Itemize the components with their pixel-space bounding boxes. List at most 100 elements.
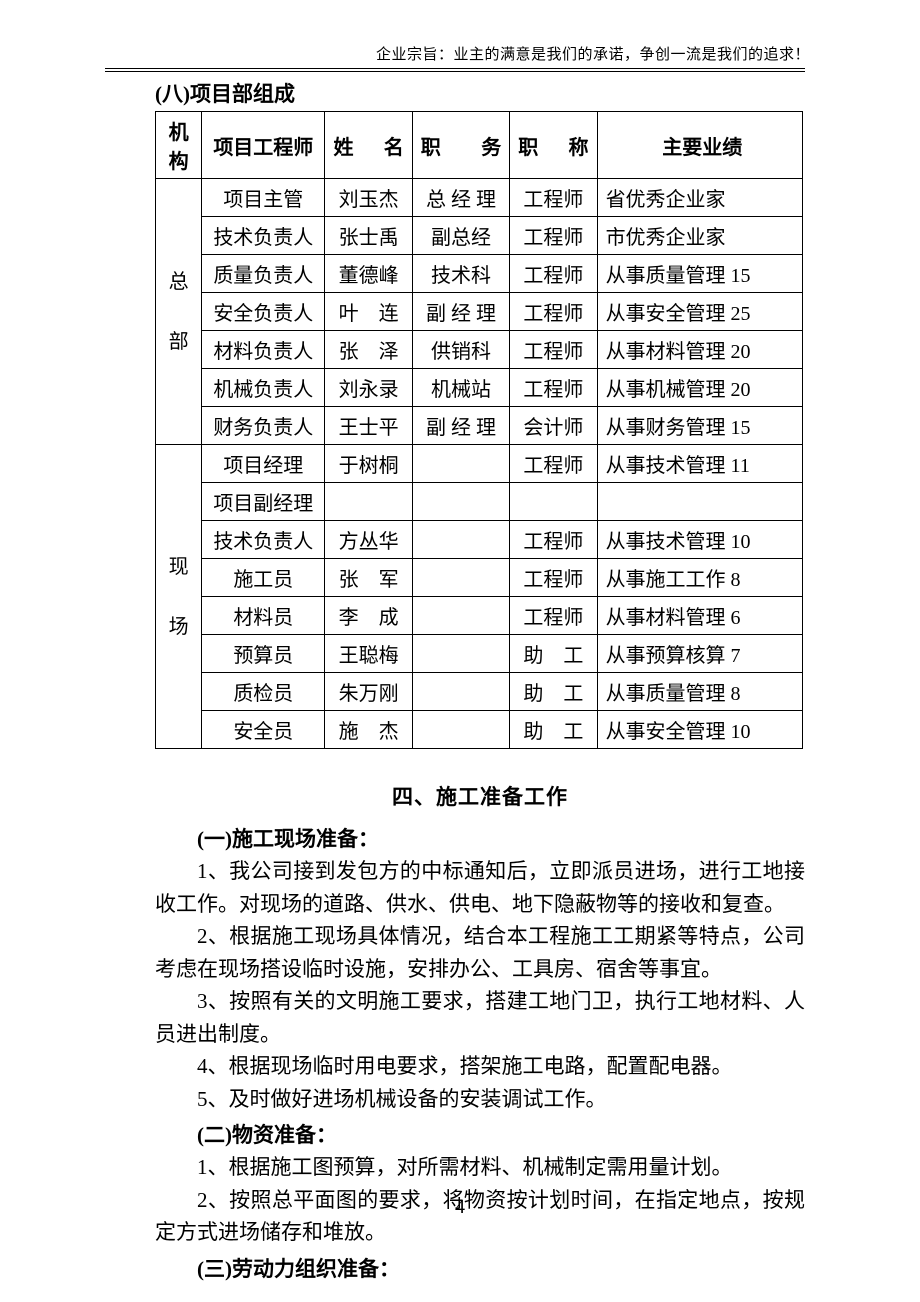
th-achievement: 主要业绩 xyxy=(597,112,802,179)
th-name: 姓 名 xyxy=(325,112,412,179)
table-row: 安全负责人叶 连副 经 理工程师从事安全管理 25 xyxy=(156,293,803,331)
paragraph: 5、及时做好进场机械设备的安装调试工作。 xyxy=(155,1083,805,1116)
cell-position: 副 经 理 xyxy=(412,293,510,331)
cell-name: 王士平 xyxy=(325,407,412,445)
cell-title: 工程师 xyxy=(510,179,597,217)
cell-name: 方丛华 xyxy=(325,521,412,559)
cell-title: 助 工 xyxy=(510,673,597,711)
cell-achievement: 省优秀企业家 xyxy=(597,179,802,217)
table-row: 总 部项目主管刘玉杰总 经 理工程师省优秀企业家 xyxy=(156,179,803,217)
cell-name xyxy=(325,483,412,521)
cell-name: 张士禹 xyxy=(325,217,412,255)
cell-position xyxy=(412,445,510,483)
cell-achievement: 从事安全管理 10 xyxy=(597,711,802,749)
cell-role: 技术负责人 xyxy=(202,217,325,255)
table-row: 质检员朱万刚 助 工从事质量管理 8 xyxy=(156,673,803,711)
th-role: 项目工程师 xyxy=(202,112,325,179)
th-position: 职 务 xyxy=(412,112,510,179)
table-header-row: 机构 项目工程师 姓 名 职 务 职 称 主要业绩 xyxy=(156,112,803,179)
table-row: 施工员张 军工程师从事施工工作 8 xyxy=(156,559,803,597)
cell-role: 项目副经理 xyxy=(202,483,325,521)
cell-title: 工程师 xyxy=(510,369,597,407)
cell-achievement: 从事材料管理 20 xyxy=(597,331,802,369)
cell-title: 工程师 xyxy=(510,559,597,597)
paragraph: 1、根据施工图预算，对所需材料、机械制定需用量计划。 xyxy=(155,1151,805,1184)
cell-org: 总 部 xyxy=(156,179,202,445)
cell-position xyxy=(412,559,510,597)
cell-role: 财务负责人 xyxy=(202,407,325,445)
cell-position: 总 经 理 xyxy=(412,179,510,217)
cell-role: 项目经理 xyxy=(202,445,325,483)
cell-role: 质检员 xyxy=(202,673,325,711)
cell-position: 技术科 xyxy=(412,255,510,293)
cell-role: 安全负责人 xyxy=(202,293,325,331)
cell-position xyxy=(412,635,510,673)
table-row: 材料员李 成工程师从事材料管理 6 xyxy=(156,597,803,635)
paragraph: 2、根据施工现场具体情况，结合本工程施工工期紧等特点，公司考虑在现场搭设临时设施… xyxy=(155,920,805,985)
cell-achievement: 从事机械管理 20 xyxy=(597,369,802,407)
cell-position xyxy=(412,521,510,559)
cell-name: 于树桐 xyxy=(325,445,412,483)
cell-achievement: 从事质量管理 15 xyxy=(597,255,802,293)
cell-achievement: 从事安全管理 25 xyxy=(597,293,802,331)
cell-title: 工程师 xyxy=(510,293,597,331)
cell-title: 助 工 xyxy=(510,711,597,749)
cell-achievement: 从事预算核算 7 xyxy=(597,635,802,673)
cell-achievement: 从事施工工作 8 xyxy=(597,559,802,597)
cell-name: 董德峰 xyxy=(325,255,412,293)
cell-name: 叶 连 xyxy=(325,293,412,331)
table-row: 技术负责人方丛华工程师从事技术管理 10 xyxy=(156,521,803,559)
cell-role: 机械负责人 xyxy=(202,369,325,407)
cell-name: 朱万刚 xyxy=(325,673,412,711)
page-content: (八)项目部组成 机构 项目工程师 姓 名 职 务 职 称 主要业绩 总 部项目… xyxy=(155,78,805,1285)
page-number: 4 xyxy=(0,1196,920,1219)
cell-role: 施工员 xyxy=(202,559,325,597)
cell-position xyxy=(412,711,510,749)
cell-title: 工程师 xyxy=(510,445,597,483)
chapter-title: 四、施工准备工作 xyxy=(155,781,805,811)
cell-role: 预算员 xyxy=(202,635,325,673)
table-row: 项目副经理 xyxy=(156,483,803,521)
cell-achievement: 从事财务管理 15 xyxy=(597,407,802,445)
sub-heading: (一)施工现场准备： xyxy=(155,823,805,853)
cell-achievement: 从事材料管理 6 xyxy=(597,597,802,635)
cell-position xyxy=(412,483,510,521)
table-row: 材料负责人张 泽供销科工程师从事材料管理 20 xyxy=(156,331,803,369)
cell-role: 材料负责人 xyxy=(202,331,325,369)
header-rule-bottom xyxy=(105,71,805,72)
cell-position xyxy=(412,597,510,635)
th-title: 职 称 xyxy=(510,112,597,179)
th-org: 机构 xyxy=(156,112,202,179)
section-title: (八)项目部组成 xyxy=(155,78,805,108)
cell-name: 刘永录 xyxy=(325,369,412,407)
sub-heading: (三)劳动力组织准备： xyxy=(155,1253,805,1283)
cell-position: 副总经 xyxy=(412,217,510,255)
table-row: 现 场项目经理于树桐工程师从事技术管理 11 xyxy=(156,445,803,483)
cell-achievement: 从事质量管理 8 xyxy=(597,673,802,711)
cell-position: 供销科 xyxy=(412,331,510,369)
cell-title xyxy=(510,483,597,521)
table-row: 财务负责人王士平副 经 理会计师从事财务管理 15 xyxy=(156,407,803,445)
table-row: 质量负责人董德峰技术科工程师从事质量管理 15 xyxy=(156,255,803,293)
cell-role: 材料员 xyxy=(202,597,325,635)
cell-title: 工程师 xyxy=(510,521,597,559)
cell-title: 助 工 xyxy=(510,635,597,673)
page-header-motto: 企业宗旨：业主的满意是我们的承诺，争创一流是我们的追求！ xyxy=(376,43,810,64)
cell-role: 项目主管 xyxy=(202,179,325,217)
cell-achievement xyxy=(597,483,802,521)
table-row: 机械负责人刘永录机械站工程师从事机械管理 20 xyxy=(156,369,803,407)
cell-title: 工程师 xyxy=(510,331,597,369)
cell-position: 机械站 xyxy=(412,369,510,407)
cell-name: 张 泽 xyxy=(325,331,412,369)
cell-role: 质量负责人 xyxy=(202,255,325,293)
cell-title: 工程师 xyxy=(510,255,597,293)
cell-position xyxy=(412,673,510,711)
cell-achievement: 从事技术管理 11 xyxy=(597,445,802,483)
cell-achievement: 从事技术管理 10 xyxy=(597,521,802,559)
table-row: 安全员施 杰助 工从事安全管理 10 xyxy=(156,711,803,749)
table-row: 预算员王聪梅助 工从事预算核算 7 xyxy=(156,635,803,673)
cell-name: 李 成 xyxy=(325,597,412,635)
paragraph: 4、根据现场临时用电要求，搭架施工电路，配置配电器。 xyxy=(155,1050,805,1083)
cell-name: 施 杰 xyxy=(325,711,412,749)
table-body: 总 部项目主管刘玉杰总 经 理工程师省优秀企业家技术负责人张士禹副总经工程师市优… xyxy=(156,179,803,749)
